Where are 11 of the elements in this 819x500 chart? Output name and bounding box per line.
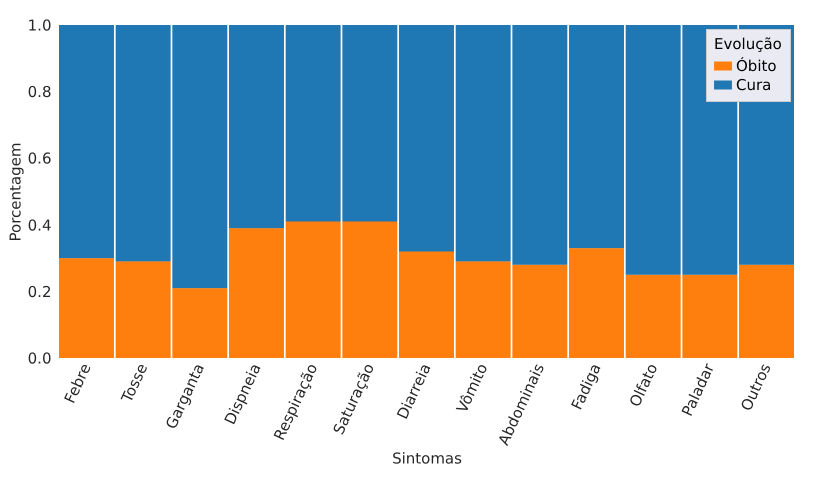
y-tick-label: 0.6: [28, 150, 52, 168]
y-axis-title: Porcentagem: [6, 142, 25, 242]
legend-title: Evolução: [714, 35, 782, 53]
x-axis-title: Sintomas: [392, 450, 462, 468]
legend-label: Cura: [736, 76, 772, 94]
y-tick-label: 0.2: [28, 282, 52, 301]
y-tick-label: 0.0: [28, 350, 52, 368]
legend-label: Óbito: [736, 57, 777, 75]
y-tick-label: 0.4: [28, 216, 52, 234]
y-tick-label: 0.8: [28, 83, 52, 102]
y-tick-label: 1.0: [28, 16, 52, 34]
